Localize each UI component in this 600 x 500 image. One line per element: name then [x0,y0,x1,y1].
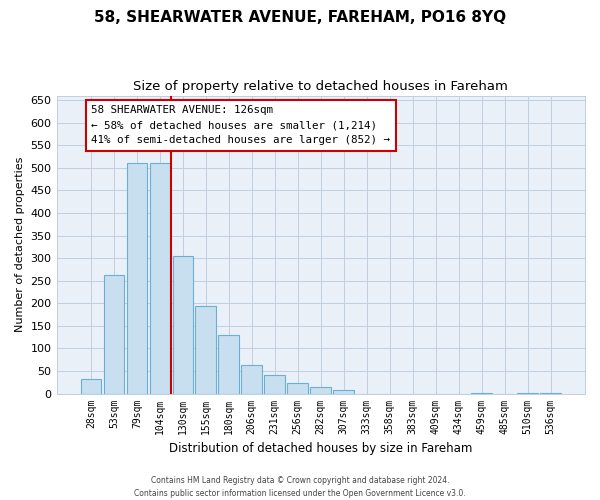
Bar [80,378,101,394]
Bar [104,275,124,394]
Title: Size of property relative to detached houses in Fareham: Size of property relative to detached ho… [133,80,508,93]
Y-axis label: Number of detached properties: Number of detached properties [15,157,25,332]
Bar [196,306,216,394]
Bar [218,335,239,394]
Bar [517,392,538,394]
Bar [310,387,331,394]
Bar [241,364,262,394]
Text: 58 SHEARWATER AVENUE: 126sqm
← 58% of detached houses are smaller (1,214)
41% of: 58 SHEARWATER AVENUE: 126sqm ← 58% of de… [91,106,391,145]
Bar [472,392,492,394]
Text: 58, SHEARWATER AVENUE, FAREHAM, PO16 8YQ: 58, SHEARWATER AVENUE, FAREHAM, PO16 8YQ [94,10,506,25]
X-axis label: Distribution of detached houses by size in Fareham: Distribution of detached houses by size … [169,442,472,455]
Bar [149,164,170,394]
Bar [173,256,193,394]
Bar [334,390,354,394]
Bar [287,383,308,394]
Bar [265,376,285,394]
Text: Contains HM Land Registry data © Crown copyright and database right 2024.
Contai: Contains HM Land Registry data © Crown c… [134,476,466,498]
Bar [540,392,561,394]
Bar [127,164,147,394]
